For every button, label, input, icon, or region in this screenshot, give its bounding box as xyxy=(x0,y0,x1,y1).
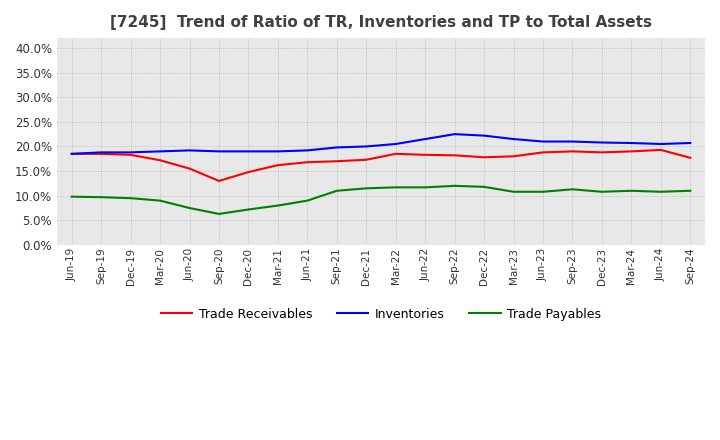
Trade Payables xyxy=(185,205,194,211)
Trade Payables xyxy=(509,189,518,194)
Trade Receivables xyxy=(598,150,606,155)
Inventories xyxy=(421,136,430,142)
Trade Receivables xyxy=(97,151,106,157)
Trade Payables xyxy=(333,188,341,194)
Line: Trade Payables: Trade Payables xyxy=(72,186,690,214)
Inventories xyxy=(215,149,223,154)
Trade Payables xyxy=(274,203,282,208)
Inventories xyxy=(362,144,371,149)
Trade Receivables xyxy=(333,158,341,164)
Trade Receivables xyxy=(303,160,312,165)
Inventories xyxy=(568,139,577,144)
Trade Receivables xyxy=(244,169,253,175)
Inventories xyxy=(156,149,164,154)
Inventories xyxy=(274,149,282,154)
Trade Payables xyxy=(362,186,371,191)
Trade Receivables xyxy=(362,157,371,162)
Trade Payables xyxy=(68,194,76,199)
Inventories xyxy=(539,139,547,144)
Inventories xyxy=(126,150,135,155)
Trade Payables xyxy=(215,211,223,216)
Trade Receivables xyxy=(686,155,695,161)
Trade Payables xyxy=(657,189,665,194)
Trade Payables xyxy=(627,188,636,194)
Trade Receivables xyxy=(539,150,547,155)
Inventories xyxy=(657,141,665,147)
Legend: Trade Receivables, Inventories, Trade Payables: Trade Receivables, Inventories, Trade Pa… xyxy=(156,303,606,326)
Trade Receivables xyxy=(126,152,135,158)
Trade Payables xyxy=(539,189,547,194)
Trade Receivables xyxy=(421,152,430,158)
Inventories xyxy=(598,140,606,145)
Trade Payables xyxy=(421,185,430,190)
Inventories xyxy=(185,148,194,153)
Trade Receivables xyxy=(156,158,164,163)
Trade Payables xyxy=(126,195,135,201)
Trade Receivables xyxy=(480,154,488,160)
Line: Trade Receivables: Trade Receivables xyxy=(72,150,690,181)
Trade Payables xyxy=(156,198,164,203)
Inventories xyxy=(509,136,518,142)
Trade Receivables xyxy=(68,151,76,157)
Inventories xyxy=(450,132,459,137)
Inventories xyxy=(97,150,106,155)
Inventories xyxy=(333,145,341,150)
Trade Payables xyxy=(303,198,312,203)
Trade Receivables xyxy=(274,162,282,168)
Trade Payables xyxy=(568,187,577,192)
Trade Payables xyxy=(686,188,695,194)
Trade Payables xyxy=(392,185,400,190)
Trade Receivables xyxy=(450,153,459,158)
Trade Receivables xyxy=(509,154,518,159)
Inventories xyxy=(686,140,695,146)
Title: [7245]  Trend of Ratio of TR, Inventories and TP to Total Assets: [7245] Trend of Ratio of TR, Inventories… xyxy=(110,15,652,30)
Trade Payables xyxy=(97,194,106,200)
Trade Receivables xyxy=(627,149,636,154)
Trade Receivables xyxy=(657,147,665,153)
Inventories xyxy=(392,141,400,147)
Inventories xyxy=(627,140,636,146)
Trade Receivables xyxy=(215,178,223,183)
Inventories xyxy=(68,151,76,157)
Line: Inventories: Inventories xyxy=(72,134,690,154)
Trade Receivables xyxy=(185,166,194,171)
Trade Payables xyxy=(450,183,459,188)
Trade Payables xyxy=(480,184,488,190)
Inventories xyxy=(244,149,253,154)
Inventories xyxy=(303,148,312,153)
Trade Receivables xyxy=(568,149,577,154)
Inventories xyxy=(480,133,488,138)
Trade Receivables xyxy=(392,151,400,157)
Trade Payables xyxy=(244,207,253,212)
Trade Payables xyxy=(598,189,606,194)
